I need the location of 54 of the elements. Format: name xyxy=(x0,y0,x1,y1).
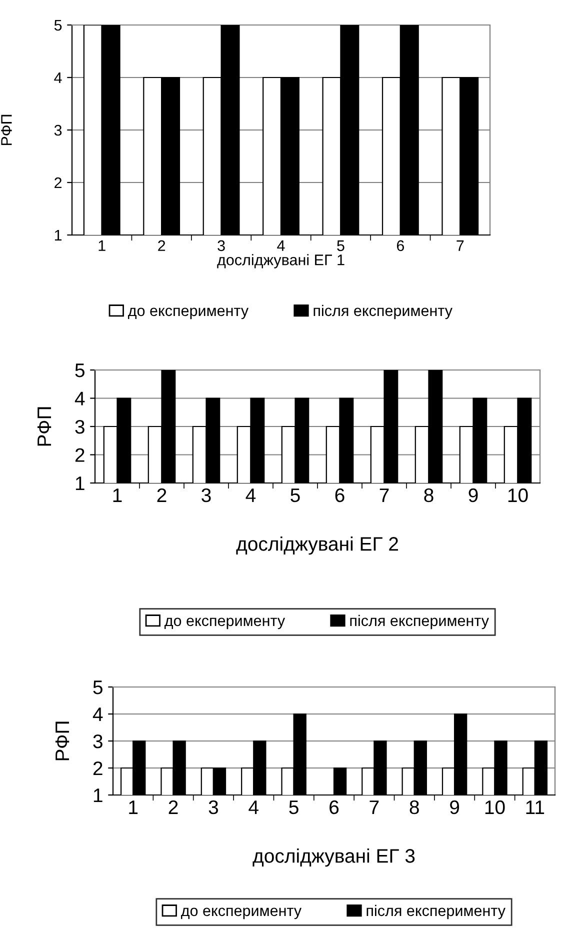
y-tick-label: 3 xyxy=(75,420,84,434)
x-tick-label: 5 xyxy=(289,800,298,814)
y-tick-label: 4 xyxy=(54,72,62,84)
x-axis-title: досліджувані ЕГ 1 xyxy=(217,254,344,268)
x-tick-label: 3 xyxy=(218,240,225,252)
y-tick-label: 1 xyxy=(94,788,102,802)
y-axis-title: РФП xyxy=(1,114,12,146)
x-tick-label: 6 xyxy=(396,240,404,252)
x-tick-label: 6 xyxy=(335,488,344,502)
x-tick-label: 2 xyxy=(168,800,178,814)
legend-label: до експерименту xyxy=(128,308,249,320)
y-tick-label: 3 xyxy=(93,734,102,748)
x-tick-label: 2 xyxy=(158,240,166,251)
y-tick-label: 5 xyxy=(93,680,102,694)
x-tick-label: 5 xyxy=(337,240,344,252)
y-tick-label: 5 xyxy=(54,20,62,31)
x-tick-label: 6 xyxy=(330,800,339,814)
x-tick-label: 4 xyxy=(277,240,285,251)
x-tick-label: 4 xyxy=(246,488,256,502)
x-tick-label: 7 xyxy=(456,240,464,251)
y-axis-title: РФП xyxy=(56,722,70,760)
x-tick-label: 8 xyxy=(424,488,434,502)
x-tick-label: 8 xyxy=(410,800,419,814)
legend-label: після експерименту xyxy=(314,304,452,320)
x-tick-label: 3 xyxy=(202,488,211,502)
legend-label: до експерименту xyxy=(164,618,286,630)
x-tick-label: 10 xyxy=(485,800,505,814)
x-tick-label: 7 xyxy=(370,800,379,814)
y-tick-label: 1 xyxy=(54,230,62,241)
y-tick-label: 2 xyxy=(75,448,84,462)
x-axis-title: досліджувані ЕГ 3 xyxy=(252,848,415,867)
x-tick-label: 7 xyxy=(380,488,389,502)
y-tick-label: 5 xyxy=(75,364,84,378)
y-tick-label: 4 xyxy=(92,708,103,722)
y-tick-label: 3 xyxy=(54,124,62,136)
x-tick-label: 9 xyxy=(468,488,478,502)
x-tick-label: 9 xyxy=(450,800,460,814)
x-tick-label: 2 xyxy=(157,488,166,502)
legend-label: після експерименту xyxy=(350,614,489,630)
legend-label: до експерименту xyxy=(181,908,302,920)
y-tick-label: 2 xyxy=(54,177,62,188)
x-tick-label: 3 xyxy=(208,800,218,814)
y-tick-label: 4 xyxy=(74,392,85,406)
x-tick-label: 1 xyxy=(113,488,122,502)
y-axis-title: РФП xyxy=(38,407,52,446)
x-tick-label: 4 xyxy=(248,800,258,814)
x-tick-label: 5 xyxy=(290,488,300,502)
x-tick-label: 11 xyxy=(526,800,544,814)
x-axis-title: досліджувані ЕГ 2 xyxy=(236,536,398,555)
legend-label: після експерименту xyxy=(366,904,506,920)
x-tick-label: 10 xyxy=(508,488,528,502)
y-tick-label: 2 xyxy=(93,761,102,776)
y-tick-label: 1 xyxy=(76,476,84,490)
x-tick-label: 1 xyxy=(129,800,138,814)
